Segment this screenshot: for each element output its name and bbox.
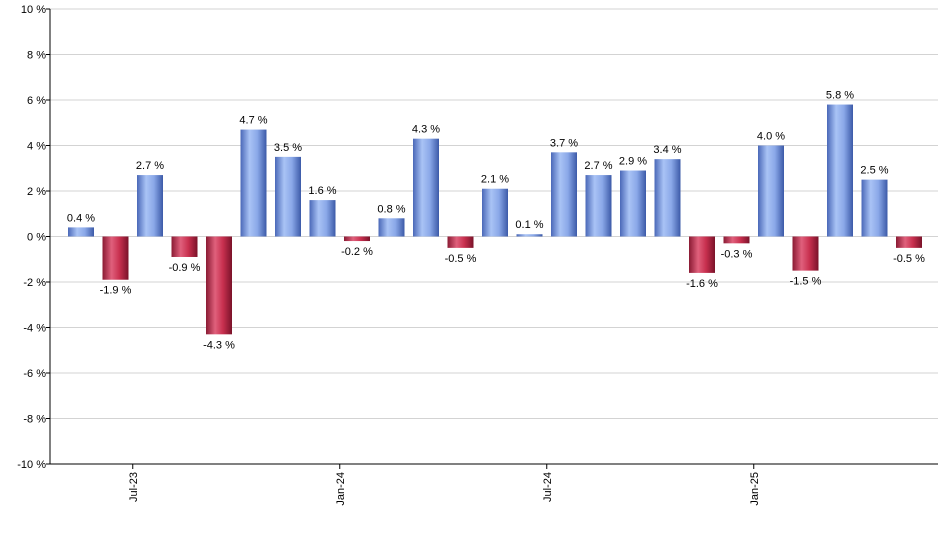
data-label: 2.7 % (584, 160, 612, 172)
data-label: -1.5 % (790, 276, 822, 288)
data-label: 3.4 % (653, 144, 681, 156)
bar-2025-04 (827, 104, 853, 237)
data-label: 4.0 % (757, 131, 785, 143)
bar-2024-03 (378, 218, 405, 237)
data-label: -0.3 % (721, 248, 753, 260)
x-tick-label: Jan-24 (335, 472, 347, 506)
bar-2023-08 (137, 175, 163, 237)
bar-2024-11 (654, 159, 681, 237)
y-tick-label: -10 % (17, 459, 46, 471)
x-tick-label: Jan-25 (749, 472, 761, 506)
bar-2023-10 (206, 236, 232, 335)
y-tick-label: 2 % (27, 186, 46, 198)
bar-2024-12 (689, 236, 715, 273)
data-label: -1.9 % (100, 285, 132, 297)
axes (49, 9, 938, 465)
data-label: 5.8 % (826, 90, 854, 102)
data-label: 2.7 % (136, 160, 164, 172)
bar-2023-09 (171, 236, 198, 257)
y-tick-label: 8 % (27, 50, 46, 62)
y-axis-ticks: -10 % -8 % -6 % -4 % -2 % 0 % 2 % 4 % 6 % 8 % 10 % (17, 4, 50, 471)
x-tick-label: Jul-23 (128, 472, 140, 502)
data-labels: 0.4 % -1.9 % 2.7 % -0.9 % -4.3 % 4.7 % 3.5 % 1.… (67, 90, 925, 352)
bar-2025-02 (758, 145, 784, 237)
y-tick-label: 10 % (21, 4, 46, 16)
data-label: 2.5 % (860, 165, 888, 177)
bar-2024-10 (620, 170, 646, 237)
data-label: 2.1 % (481, 174, 509, 186)
bar-2024-06 (482, 188, 508, 237)
y-tick-label: -8 % (23, 414, 46, 426)
y-tick-label: 4 % (27, 141, 46, 153)
bar-2023-07 (102, 236, 129, 280)
y-tick-label: -2 % (23, 277, 46, 289)
data-label: -0.9 % (169, 262, 201, 274)
bar-2024-08 (551, 152, 577, 237)
x-axis-ticks: Jul-23 Jan-24 Jul-24 Jan-25 (128, 464, 761, 506)
data-label: -4.3 % (203, 339, 235, 351)
data-label: 0.8 % (377, 203, 405, 215)
data-label: 4.3 % (412, 124, 440, 136)
bar-2024-05 (447, 236, 474, 248)
bar-2023-11 (240, 129, 267, 237)
bar-2024-01 (309, 200, 336, 237)
data-label: -0.5 % (445, 253, 477, 265)
bar-2023-12 (275, 156, 301, 237)
bar-2023-06 (68, 227, 94, 237)
y-tick-label: -4 % (23, 323, 46, 335)
y-tick-label: 6 % (27, 95, 46, 107)
data-label: 1.6 % (308, 185, 336, 197)
data-label: -0.2 % (341, 246, 373, 258)
bars (68, 104, 922, 335)
bar-2024-09 (585, 175, 612, 237)
data-label: 0.4 % (67, 212, 95, 224)
bar-2025-06 (896, 236, 922, 248)
data-label: 4.7 % (239, 115, 267, 127)
y-tick-label: 0 % (27, 232, 46, 244)
bar-2024-02 (344, 236, 370, 242)
x-tick-label: Jul-24 (542, 472, 554, 502)
bar-2025-03 (792, 236, 819, 271)
bar-2025-01 (723, 236, 750, 244)
data-label: -0.5 % (893, 253, 925, 265)
data-label: 0.1 % (515, 219, 543, 231)
bar-2024-04 (413, 138, 439, 237)
data-label: 3.5 % (274, 142, 302, 154)
data-label: 3.7 % (550, 137, 578, 149)
data-label: -1.6 % (686, 278, 718, 290)
bar-2024-07 (516, 234, 543, 237)
y-tick-label: -6 % (23, 368, 46, 380)
data-label: 2.9 % (619, 156, 647, 168)
bar-2025-05 (861, 179, 888, 237)
